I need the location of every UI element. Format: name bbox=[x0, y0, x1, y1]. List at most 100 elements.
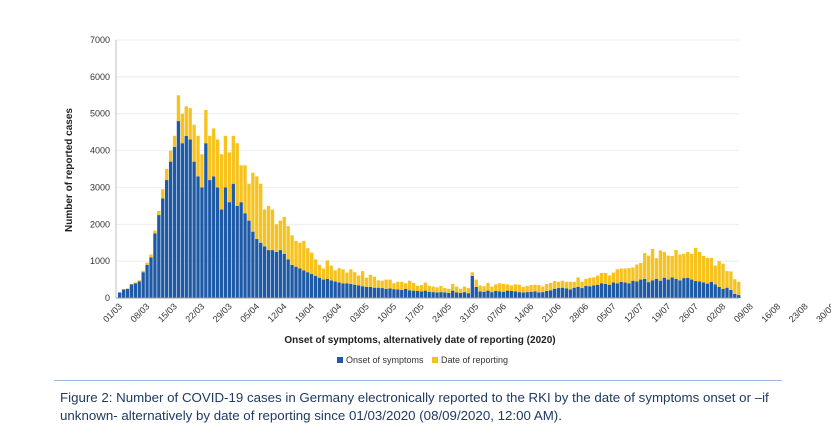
bar-reporting bbox=[227, 152, 232, 203]
bar-onset bbox=[321, 279, 326, 298]
bar-reporting bbox=[682, 253, 686, 279]
legend: Onset of symptoms Date of reporting bbox=[337, 355, 508, 365]
bar-onset bbox=[278, 250, 282, 298]
bar-onset bbox=[196, 176, 200, 298]
bar-onset bbox=[184, 135, 188, 298]
bar-onset bbox=[372, 287, 377, 298]
bar-reporting bbox=[431, 286, 435, 293]
x-axis-title: Onset of symptoms, alternatively date of… bbox=[284, 335, 555, 346]
bar-onset bbox=[404, 288, 408, 298]
bar-onset bbox=[427, 291, 431, 298]
legend-swatch-reporting bbox=[432, 357, 438, 363]
bar-onset bbox=[274, 251, 279, 298]
bar-onset bbox=[400, 289, 404, 298]
bar-reporting bbox=[505, 284, 510, 291]
bar-reporting bbox=[639, 262, 643, 280]
x-tick-label: 28/06 bbox=[567, 301, 590, 324]
bar-onset bbox=[259, 242, 263, 298]
bar-onset bbox=[309, 274, 314, 298]
legend-swatch-onset bbox=[337, 357, 343, 363]
bar-onset bbox=[513, 291, 518, 298]
bar-reporting bbox=[635, 264, 639, 282]
bar-onset bbox=[368, 286, 373, 298]
bar-reporting bbox=[560, 280, 565, 288]
bar-onset bbox=[247, 220, 251, 298]
bar-onset bbox=[556, 288, 561, 298]
bar-onset bbox=[262, 246, 267, 298]
bar-onset bbox=[596, 284, 600, 298]
bar-onset bbox=[137, 281, 141, 298]
bar-onset bbox=[407, 290, 412, 298]
bar-reporting bbox=[247, 183, 251, 221]
bar-onset bbox=[501, 291, 506, 298]
bar-onset bbox=[317, 277, 322, 298]
bar-onset bbox=[482, 291, 486, 298]
bar-onset bbox=[470, 275, 474, 298]
bar-reporting bbox=[239, 165, 243, 203]
bar-onset bbox=[639, 279, 643, 298]
bar-onset bbox=[521, 292, 525, 298]
bar-onset bbox=[705, 283, 710, 298]
bar-onset bbox=[654, 278, 659, 298]
bar-reporting bbox=[153, 230, 157, 234]
x-tick-label: 02/08 bbox=[704, 301, 727, 324]
bar-reporting bbox=[262, 209, 267, 247]
bar-onset bbox=[396, 289, 400, 298]
x-tick-label: 17/05 bbox=[403, 301, 426, 324]
bar-reporting bbox=[737, 281, 741, 296]
bar-onset bbox=[294, 266, 298, 298]
bar-reporting bbox=[266, 205, 271, 251]
bar-onset bbox=[282, 253, 286, 298]
bar-reporting bbox=[321, 268, 326, 280]
bar-onset bbox=[533, 291, 537, 298]
x-tick-label: 21/06 bbox=[540, 301, 563, 324]
bar-onset bbox=[192, 161, 196, 298]
bar-onset bbox=[345, 283, 349, 298]
x-tick-label: 05/07 bbox=[595, 301, 618, 324]
bar-reporting bbox=[697, 251, 702, 282]
bar-onset bbox=[611, 282, 616, 298]
bar-onset bbox=[133, 283, 137, 298]
bar-reporting bbox=[517, 284, 521, 293]
bar-reporting bbox=[133, 282, 137, 284]
bar-reporting bbox=[490, 286, 494, 293]
bar-onset bbox=[603, 283, 608, 298]
bar-reporting bbox=[592, 277, 596, 286]
bar-reporting bbox=[568, 281, 572, 290]
bar-reporting bbox=[333, 270, 337, 282]
bar-reporting bbox=[161, 189, 165, 199]
bar-reporting bbox=[172, 135, 177, 147]
bar-onset bbox=[690, 279, 694, 298]
x-tick-label: 31/05 bbox=[458, 301, 481, 324]
bar-onset bbox=[631, 280, 635, 298]
bar-onset bbox=[458, 292, 463, 298]
bar-reporting bbox=[474, 279, 478, 287]
bar-reporting bbox=[509, 285, 514, 291]
bar-onset bbox=[572, 287, 576, 298]
bar-onset bbox=[353, 284, 357, 298]
bar-onset bbox=[200, 187, 204, 298]
bar-onset bbox=[161, 198, 165, 298]
bar-reporting bbox=[615, 269, 619, 284]
bar-reporting bbox=[564, 281, 569, 289]
bar-reporting bbox=[686, 251, 690, 278]
y-tick-labels: 0 1000 2000 3000 4000 5000 6000 7000 bbox=[90, 35, 110, 303]
bar-reporting bbox=[357, 275, 361, 286]
bar-reporting bbox=[392, 283, 396, 290]
x-tick-label: 07/06 bbox=[485, 301, 508, 324]
bar-reporting bbox=[545, 283, 549, 291]
bar-onset bbox=[384, 288, 388, 298]
bar-reporting bbox=[270, 209, 275, 251]
bar-reporting bbox=[666, 255, 670, 280]
bar-reporting bbox=[658, 250, 663, 281]
bar-onset bbox=[431, 292, 435, 298]
bar-onset bbox=[364, 286, 369, 298]
bar-onset bbox=[674, 278, 678, 298]
bar-onset bbox=[537, 292, 541, 298]
bar-onset bbox=[693, 281, 698, 298]
bar-reporting bbox=[701, 255, 706, 283]
bar-reporting bbox=[243, 165, 247, 214]
bar-reporting bbox=[204, 110, 208, 144]
bar-reporting bbox=[286, 226, 290, 260]
bar-onset bbox=[357, 285, 361, 298]
